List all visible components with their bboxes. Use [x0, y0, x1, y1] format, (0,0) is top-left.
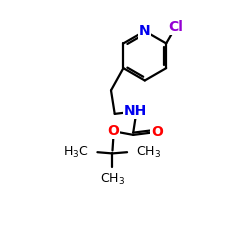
Text: Cl: Cl: [168, 20, 183, 34]
Text: NH: NH: [124, 104, 147, 118]
Text: O: O: [108, 124, 120, 138]
Text: O: O: [151, 126, 163, 140]
Text: H$_3$C: H$_3$C: [63, 145, 89, 160]
Text: N: N: [139, 24, 150, 38]
Text: CH$_3$: CH$_3$: [100, 172, 125, 187]
Text: CH$_3$: CH$_3$: [136, 145, 161, 160]
